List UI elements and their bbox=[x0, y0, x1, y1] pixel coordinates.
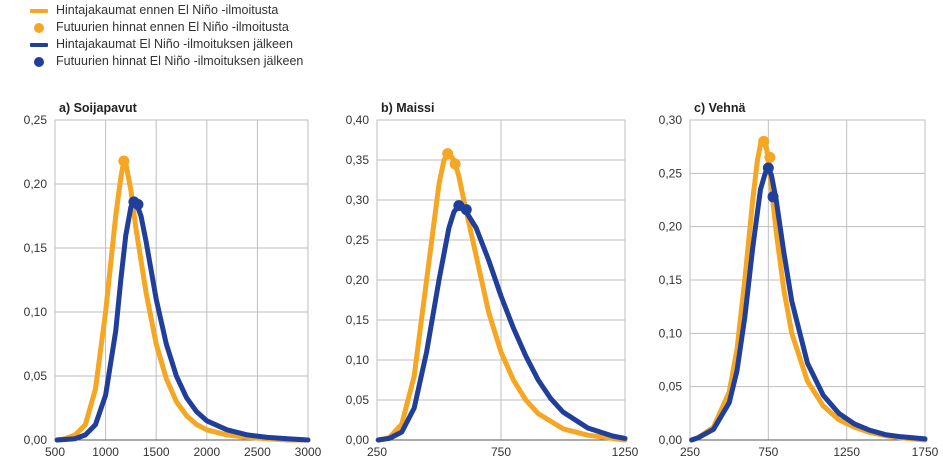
futures-marker-before bbox=[442, 148, 454, 160]
legend-label: Futuurien hinnat El Niño -ilmoituksen jä… bbox=[56, 54, 304, 68]
x-tick-label: 500 bbox=[45, 445, 65, 459]
y-tick-label: 0,15 bbox=[24, 241, 48, 255]
series-line-before bbox=[54, 158, 311, 443]
legend-item-distribution-after: Hintajakaumat El Niño -ilmoituksen jälke… bbox=[30, 36, 303, 53]
chart-panel-2: 0,00 0,05 0,10 0,15 0,20 0,25 0,30 0,35 0,40 250 7… bbox=[346, 101, 639, 459]
y-tick-label: 0,20 bbox=[24, 177, 48, 191]
y-tick-label: 0,25 bbox=[659, 166, 683, 180]
x-tick-label: 250 bbox=[680, 445, 700, 459]
series-line-before bbox=[689, 138, 928, 443]
x-tick-label: 250 bbox=[367, 445, 387, 459]
y-tick-label: 0,30 bbox=[346, 193, 370, 207]
chart-title: b) Maissi bbox=[381, 101, 435, 115]
futures-marker-after bbox=[767, 191, 779, 203]
y-tick-label: 0,20 bbox=[346, 273, 370, 287]
legend-label: Hintajakaumat ennen El Niño -ilmoitusta bbox=[56, 3, 279, 17]
legend-dot-before-swatch bbox=[34, 22, 44, 33]
x-tick-label: 1750 bbox=[912, 445, 939, 459]
legend-label: Futuurien hinnat ennen El Niño -ilmoitus… bbox=[56, 20, 289, 34]
y-tick-label: 0,20 bbox=[659, 220, 683, 234]
y-tick-label: 0,00 bbox=[346, 433, 370, 447]
futures-marker-after bbox=[132, 198, 144, 210]
x-tick-label: 750 bbox=[491, 445, 511, 459]
x-tick-label: 750 bbox=[758, 445, 778, 459]
futures-marker-before bbox=[764, 151, 776, 163]
x-tick-label: 1000 bbox=[92, 445, 119, 459]
y-tick-label: 0,25 bbox=[24, 113, 48, 127]
y-tick-label: 0,10 bbox=[346, 353, 370, 367]
futures-marker-before bbox=[118, 155, 130, 167]
x-tick-label: 2000 bbox=[193, 445, 220, 459]
y-tick-label: 0,30 bbox=[659, 113, 683, 127]
futures-marker-before bbox=[449, 158, 461, 170]
x-tick-label: 1500 bbox=[143, 445, 170, 459]
legend-item-futures-after: Futuurien hinnat El Niño -ilmoituksen jä… bbox=[30, 53, 303, 70]
y-tick-label: 0,40 bbox=[346, 113, 370, 127]
series-line-after bbox=[54, 198, 311, 443]
legend-line-after-swatch bbox=[30, 42, 48, 47]
chart-title: a) Soijapavut bbox=[59, 101, 138, 115]
y-tick-label: 0,05 bbox=[346, 393, 370, 407]
y-tick-label: 0,00 bbox=[659, 433, 683, 447]
legend-line-before-swatch bbox=[30, 8, 48, 13]
futures-marker-after bbox=[762, 162, 774, 174]
legend: Hintajakaumat ennen El Niño -ilmoitusta … bbox=[30, 2, 303, 70]
futures-marker-after bbox=[460, 204, 472, 216]
y-tick-label: 0,35 bbox=[346, 153, 370, 167]
series-line-after bbox=[689, 165, 928, 443]
y-tick-label: 0,15 bbox=[346, 313, 370, 327]
x-tick-label: 1250 bbox=[612, 445, 639, 459]
legend-label: Hintajakaumat El Niño -ilmoituksen jälke… bbox=[56, 37, 293, 51]
x-tick-label: 1250 bbox=[833, 445, 860, 459]
y-tick-label: 0,10 bbox=[24, 305, 48, 319]
legend-item-futures-before: Futuurien hinnat ennen El Niño -ilmoitus… bbox=[30, 19, 303, 36]
legend-item-distribution-before: Hintajakaumat ennen El Niño -ilmoitusta bbox=[30, 2, 303, 19]
chart-panel-1: 0,00 0,05 0,10 0,15 0,20 0,25 500 1000 1500 2000 2… bbox=[24, 101, 322, 459]
futures-marker-before bbox=[758, 135, 770, 147]
y-tick-label: 0,05 bbox=[24, 369, 48, 383]
y-tick-label: 0,05 bbox=[659, 380, 683, 394]
chart-title: c) Vehnä bbox=[694, 101, 745, 115]
y-tick-label: 0,25 bbox=[346, 233, 370, 247]
x-tick-label: 2500 bbox=[244, 445, 271, 459]
y-tick-label: 0,00 bbox=[24, 433, 48, 447]
series-line-before bbox=[375, 151, 628, 443]
y-tick-label: 0,15 bbox=[659, 273, 683, 287]
x-tick-label: 3000 bbox=[295, 445, 322, 459]
series-line-after bbox=[375, 203, 628, 443]
y-tick-label: 0,10 bbox=[659, 326, 683, 340]
legend-dot-after-swatch bbox=[34, 56, 44, 67]
chart-panel-3: 0,00 0,05 0,10 0,15 0,20 0,25 0,30 250 750 1250 17… bbox=[659, 101, 939, 459]
